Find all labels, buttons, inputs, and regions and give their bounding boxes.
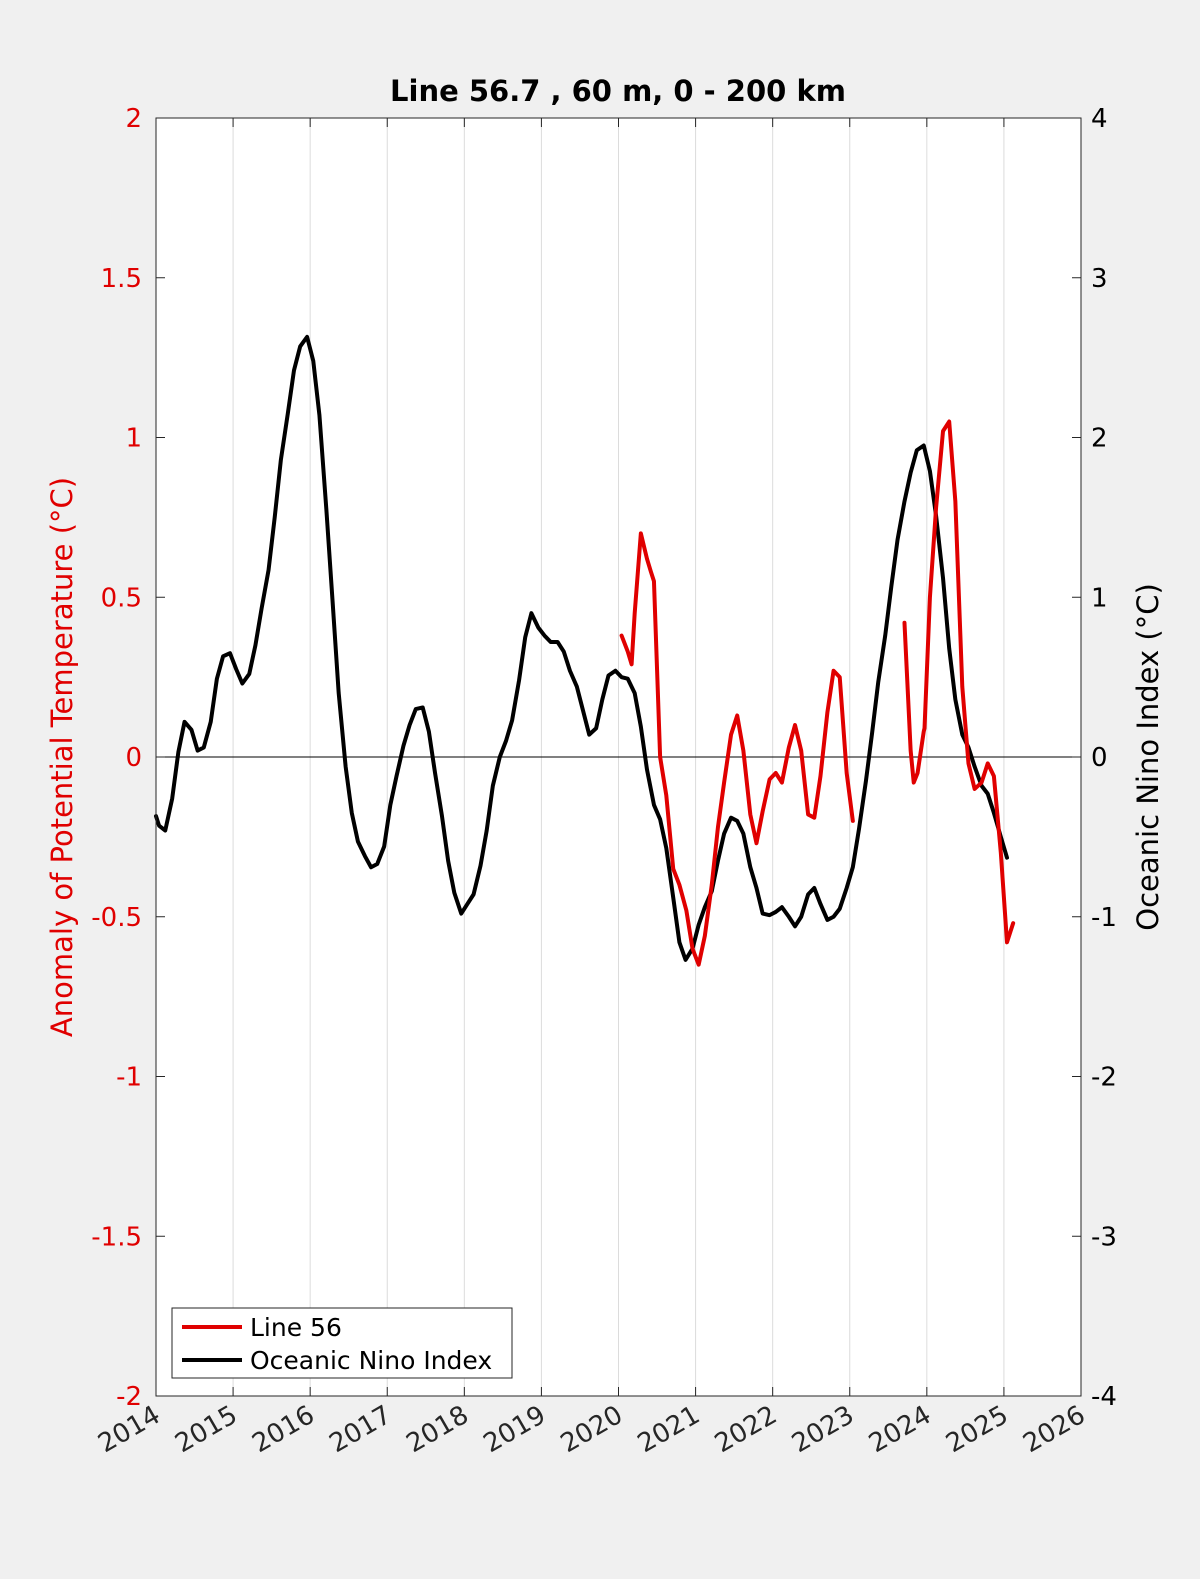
x-tick-label: 2025 [941, 1400, 1013, 1459]
y-tick-label-left: 2 [125, 104, 142, 134]
x-tick-label: 2023 [787, 1400, 859, 1459]
series-line-line-56 [619, 531, 855, 967]
chart-title: Line 56.7 , 60 m, 0 - 200 km [390, 74, 846, 108]
y-tick-label-right: 4 [1091, 104, 1108, 134]
x-tick-label: 2021 [633, 1400, 705, 1459]
y-axis-label-right: Oceanic Nino Index (°C) [1131, 583, 1165, 931]
y-tick-label-left: -0.5 [91, 903, 142, 933]
y-tick-label-left: 1 [125, 424, 142, 454]
y-tick-label-right: -1 [1091, 903, 1117, 933]
legend-box [171, 1307, 513, 1379]
y-tick-label-left: 0 [125, 743, 142, 773]
legend-label-oceanic-nino-index: Oceanic Nino Index [250, 1346, 492, 1375]
y-tick-label-left: 1.5 [101, 264, 142, 294]
y-tick-label-right: 2 [1091, 424, 1108, 454]
legend: Line 56 Oceanic Nino Index [171, 1307, 513, 1379]
y-tick-label-right: -2 [1091, 1063, 1117, 1093]
y-axis-label-left: Anomaly of Potential Temperature (°C) [45, 477, 79, 1037]
series-line-oceanic-nino-index [154, 334, 1009, 962]
x-tick-label: 2026 [1018, 1400, 1090, 1459]
y-tick-label-left: -1 [116, 1063, 142, 1093]
series-line-line-56 [902, 419, 1016, 945]
x-tick-label: 2024 [864, 1400, 936, 1459]
y-tick-label-left: -1.5 [91, 1222, 142, 1252]
x-tick-label: 2017 [324, 1400, 396, 1459]
y-tick-label-left: -2 [116, 1382, 142, 1412]
y-tick-label-right: 0 [1091, 743, 1108, 773]
x-tick-label: 2022 [710, 1400, 782, 1459]
x-tick-label: 2020 [556, 1400, 628, 1459]
legend-label-line-56: Line 56 [250, 1313, 342, 1342]
x-tick-label: 2019 [479, 1400, 551, 1459]
y-tick-label-right: 1 [1091, 583, 1108, 613]
x-tick-label: 2015 [170, 1400, 242, 1459]
series-lines [154, 334, 1016, 967]
y-tick-label-left: 0.5 [101, 583, 142, 613]
y-tick-label-right: 3 [1091, 264, 1108, 294]
y-tick-label-right: -4 [1091, 1382, 1117, 1412]
x-tick-label: 2018 [402, 1400, 474, 1459]
x-tick-label: 2016 [247, 1400, 319, 1459]
y-tick-label-right: -3 [1091, 1222, 1117, 1252]
